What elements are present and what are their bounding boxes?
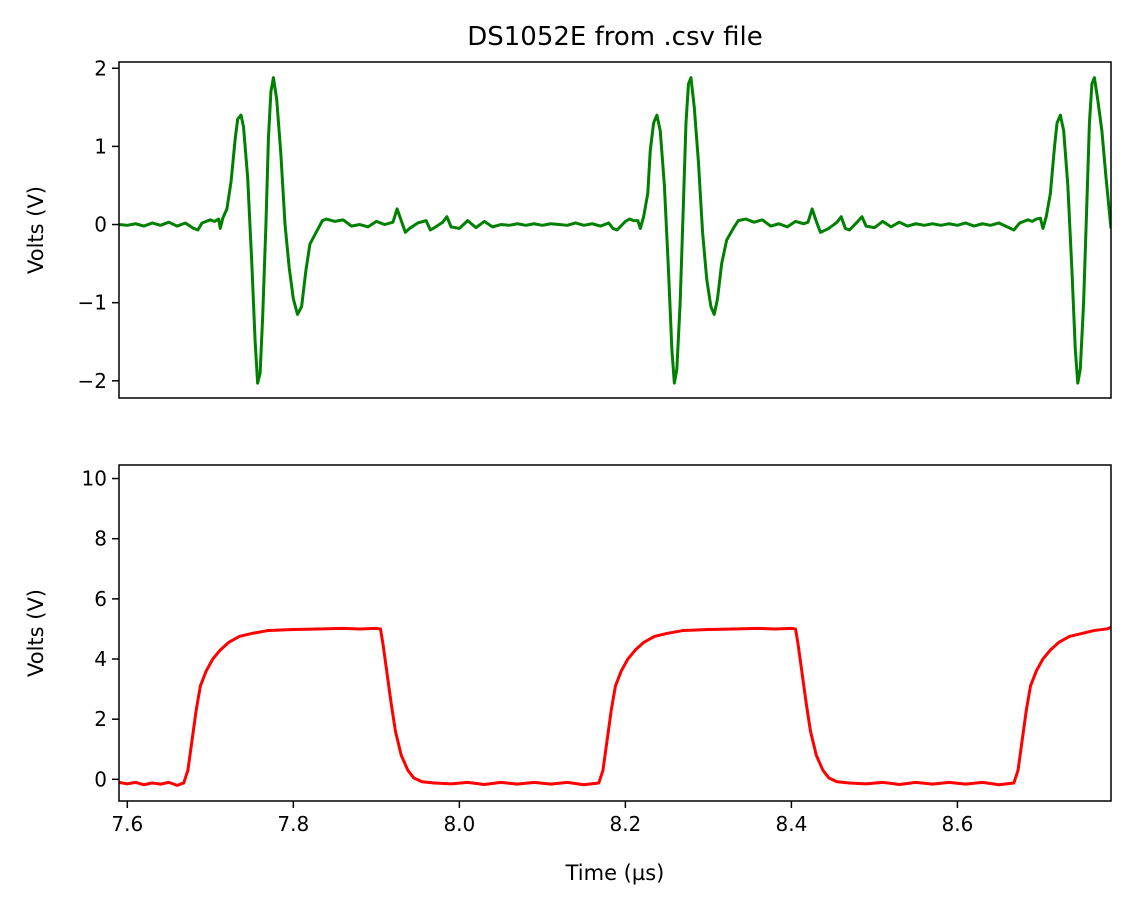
bottom-x-tick-label: 8.0 <box>443 812 475 836</box>
bottom-y-tick-label: 8 <box>94 527 107 551</box>
bottom-y-tick-label: 0 <box>94 767 107 791</box>
bottom-y-tick-label: 2 <box>94 707 107 731</box>
top-y-ticks: −2 −1 0 1 2 <box>78 56 119 393</box>
bottom-y-ticks: 0 2 4 6 8 10 <box>82 467 119 791</box>
bottom-x-tick-label: 8.2 <box>609 812 641 836</box>
bottom-y-tick-label: 6 <box>94 587 107 611</box>
chart-title: DS1052E from .csv file <box>467 22 763 52</box>
bottom-x-axis-label: Time (µs) <box>565 861 665 885</box>
bottom-x-ticks: 7.6 7.8 8.0 8.2 8.4 8.6 <box>111 801 973 836</box>
top-y-tick-label: 1 <box>94 134 107 158</box>
top-plot-frame <box>118 61 1112 399</box>
bottom-series-line-0 <box>119 626 1111 787</box>
bottom-panel: 0 2 4 6 8 10 7.6 7.8 8.0 8.2 8.4 8.6 Volts (V) Tim… <box>24 464 1112 885</box>
bottom-x-tick-label: 8.6 <box>942 812 974 836</box>
bottom-y-tick-label: 4 <box>94 647 107 671</box>
top-y-tick-label: −1 <box>78 291 107 315</box>
bottom-y-axis-label: Volts (V) <box>24 589 48 677</box>
top-y-tick-label: −2 <box>78 369 107 393</box>
bottom-x-tick-label: 7.8 <box>277 812 309 836</box>
bottom-x-tick-label: 7.6 <box>111 812 143 836</box>
top-y-tick-label: 0 <box>94 213 107 237</box>
top-panel: −2 −1 0 1 2 Volts (V) <box>24 56 1112 399</box>
bottom-series-layer <box>119 626 1111 787</box>
bottom-y-tick-label: 10 <box>82 467 107 491</box>
top-y-tick-label: 2 <box>94 56 107 80</box>
bottom-plot-frame <box>118 464 1112 802</box>
top-series-layer <box>119 76 1111 385</box>
top-y-axis-label: Volts (V) <box>24 186 48 274</box>
top-series-line-0 <box>119 76 1111 385</box>
bottom-x-tick-label: 8.4 <box>775 812 807 836</box>
